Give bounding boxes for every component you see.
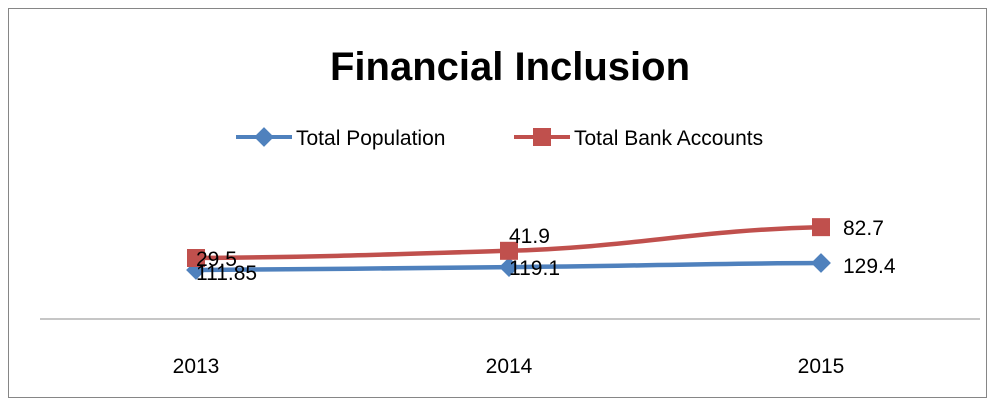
legend-marker-total-bank-accounts	[533, 128, 551, 146]
legend-label-total-population: Total Population	[296, 127, 445, 150]
data-label-total-bank-accounts-2013: 29.5	[196, 248, 237, 271]
data-label-total-population-2014: 119.1	[509, 257, 560, 280]
x-tick-label-2015: 2015	[798, 355, 845, 378]
legend-item-total-bank-accounts: Total Bank Accounts	[514, 127, 763, 150]
chart-border	[8, 8, 987, 398]
x-axis-tick-labels: 2013 2014 2015	[173, 355, 845, 378]
legend-item-total-population: Total Population	[236, 127, 445, 150]
data-label-total-bank-accounts-2015: 82.7	[843, 217, 884, 240]
x-tick-label-2014: 2014	[486, 355, 533, 378]
data-point-total-population-2014	[499, 257, 519, 277]
data-label-total-bank-accounts-2014: 41.9	[509, 225, 550, 248]
chart-title: Financial Inclusion	[330, 45, 690, 89]
legend-label-total-bank-accounts: Total Bank Accounts	[574, 127, 763, 150]
data-point-total-bank-accounts-2015	[812, 218, 830, 237]
x-tick-label-2013: 2013	[173, 355, 220, 378]
data-label-total-population-2015: 129.4	[843, 255, 896, 278]
data-point-total-bank-accounts-2013	[187, 249, 205, 267]
legend: Total Population Total Bank Accounts	[236, 127, 763, 150]
series-total-bank-accounts	[187, 218, 830, 267]
series-total-population	[186, 253, 831, 280]
data-point-total-bank-accounts-2014	[500, 241, 518, 260]
legend-marker-total-population	[254, 127, 274, 147]
series-layer: 111.85 119.1 129.4 29.5 41.9 82.7	[186, 217, 896, 285]
data-label-total-population-2013: 111.85	[196, 262, 257, 285]
